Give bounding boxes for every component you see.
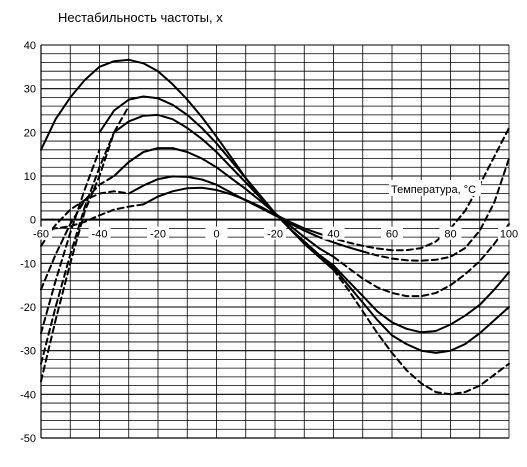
chart-title: Нестабильность частоты, x [58, 10, 223, 25]
y-tick-label: 20 [24, 127, 36, 139]
series-line-16 [361, 157, 510, 262]
x-axis-label: Температура, °C [391, 184, 476, 196]
x-tick-label-background [88, 226, 111, 240]
x-tick-label: 100 [500, 229, 518, 241]
series-group [40, 58, 510, 396]
y-tick-label: -50 [20, 433, 36, 445]
y-tick-label: 10 [24, 171, 36, 183]
series-line-12 [332, 223, 510, 298]
y-tick-label: 40 [24, 40, 36, 52]
series-line-3 [40, 105, 130, 383]
series-line-15 [303, 229, 364, 253]
x-tick-label: -20 [267, 229, 283, 241]
x-tick-label-background [147, 226, 169, 240]
series-line-5 [40, 148, 101, 335]
series-line-19 [317, 127, 510, 252]
x-tick-label-background [205, 226, 228, 240]
x-tick-label: 0 [213, 229, 219, 241]
series-line-8 [40, 131, 116, 365]
series-line-10 [113, 147, 335, 258]
y-tick-label: -40 [20, 389, 36, 401]
series-line-17 [142, 186, 320, 235]
x-tick-label: -20 [150, 229, 166, 241]
y-tick-label: 0 [30, 215, 36, 227]
series-line-7 [113, 113, 335, 267]
x-tick-label-background [264, 226, 286, 240]
x-tick-label-background [439, 226, 462, 240]
series-line-18 [40, 203, 145, 230]
x-tick-label: 80 [444, 229, 456, 241]
xlabel-background [389, 180, 481, 196]
series-line-14 [40, 190, 130, 247]
x-tick-label-background [498, 226, 520, 240]
x-tick-label-background [30, 226, 52, 240]
series-line-9 [332, 264, 510, 334]
y-tick-label: -20 [20, 302, 36, 314]
y-tick-label: -10 [20, 258, 36, 270]
y-tick-label: 30 [24, 84, 36, 96]
x-tick-label: -40 [92, 229, 108, 241]
x-tick-label-background [381, 226, 403, 240]
series-line-2 [332, 268, 510, 396]
series-line-11 [40, 175, 116, 291]
x-tick-label-background [322, 226, 345, 240]
x-tick-label: 60 [386, 229, 398, 241]
y-tick-label: -30 [20, 346, 36, 358]
x-tick-label: 40 [327, 229, 339, 241]
x-tick-label: -60 [33, 229, 49, 241]
series-line-6 [332, 266, 510, 354]
grid [40, 44, 510, 439]
